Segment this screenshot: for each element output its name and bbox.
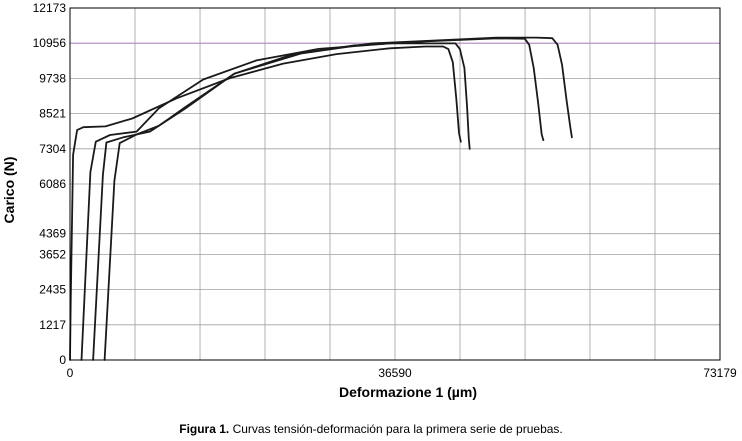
figure-caption: Figura 1. Curvas tensión-deformación par… <box>0 422 742 436</box>
y-tick-label-1: 1217 <box>39 318 66 332</box>
series-line-1 <box>69 45 462 361</box>
y-tick-label-10: 12173 <box>33 1 67 15</box>
y-tick-label-5: 6086 <box>39 177 66 191</box>
y-tick-label-8: 9738 <box>39 71 66 85</box>
x-axis-title: Deformazione 1 (µm) <box>339 384 477 400</box>
y-tick-label-7: 8521 <box>39 107 66 121</box>
y-tick-label-2: 2435 <box>39 283 66 297</box>
x-tick-label-2: 73179 <box>703 366 737 380</box>
plot-frame <box>69 7 721 361</box>
y-tick-label-0: 0 <box>59 353 66 367</box>
x-tick-label-0: 0 <box>67 366 74 380</box>
x-tick-label-1: 36590 <box>378 366 412 380</box>
series-layer <box>69 36 573 361</box>
y-tick-label-3: 3652 <box>39 247 66 261</box>
series-line-2 <box>80 42 471 361</box>
y-tick-label-9: 10956 <box>33 36 67 50</box>
caption-text: Curvas tensión-deformación para la prime… <box>229 422 563 436</box>
x-tick-labels: 0 36590 73179 <box>67 366 737 380</box>
series-line-4 <box>103 36 573 361</box>
caption-label: Figura 1. <box>179 422 230 436</box>
y-axis-title: Carico (N) <box>1 157 17 224</box>
y-tick-label-4: 4369 <box>39 227 66 241</box>
y-tick-labels: 0 1217 2435 3652 4369 6086 7304 8521 9738 10956 12… <box>33 1 67 367</box>
chart-svg: 0 1217 2435 3652 4369 6086 7304 8521 9738 10956 12… <box>1 1 737 400</box>
y-tick-label-6: 7304 <box>39 142 66 156</box>
